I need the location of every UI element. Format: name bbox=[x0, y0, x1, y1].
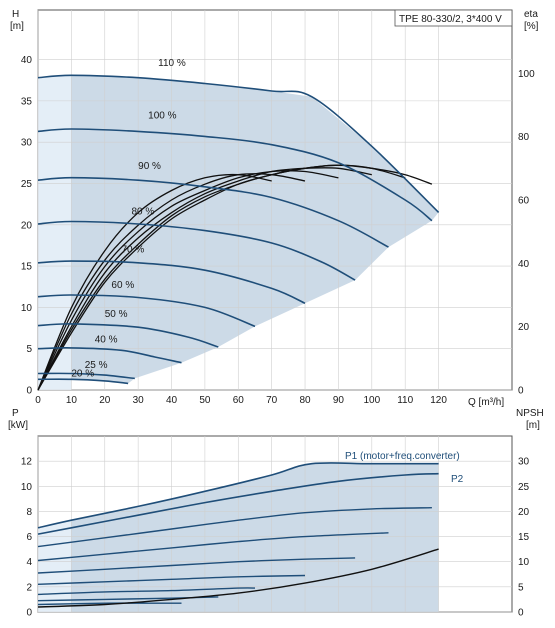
power-low-flow-area bbox=[38, 520, 72, 612]
head-curve bbox=[37, 260, 306, 305]
flow-tick-label: 50 bbox=[199, 395, 211, 406]
power-curve bbox=[37, 507, 432, 548]
power-axis-label-1: P bbox=[12, 408, 19, 419]
head-curve bbox=[37, 176, 389, 248]
head-ticks: 0 10 20 30 40 50 60 70 80 90 100 110 120 0 5 10 15 20 25 30… bbox=[21, 55, 535, 406]
npsh-tick-label: 25 bbox=[518, 482, 530, 493]
head-axis-label-2: [m] bbox=[10, 21, 24, 32]
power-tick-label: 8 bbox=[26, 507, 32, 518]
head-curve bbox=[37, 372, 135, 380]
head-curve-label: 20 % bbox=[71, 368, 94, 379]
power-curve bbox=[37, 587, 256, 596]
power-curve bbox=[37, 557, 356, 574]
flow-tick-label: 10 bbox=[66, 395, 78, 406]
power-tick-label: 12 bbox=[21, 457, 33, 468]
head-curve bbox=[37, 323, 219, 348]
eta-tick-label: 80 bbox=[518, 132, 530, 143]
head-tick-label: 0 bbox=[26, 386, 32, 397]
power-npsh-panel: 0 2 4 6 8 10 12 0 5 10 15 20 25 30 P [kW] NPSH [m] P1… bbox=[8, 408, 544, 619]
head-tick-label: 20 bbox=[21, 220, 33, 231]
head-tick-label: 35 bbox=[21, 96, 33, 107]
head-tick-label: 40 bbox=[21, 55, 33, 66]
head-efficiency-panel: 0 10 20 30 40 50 60 70 80 90 100 110 120 0 5 10 15 20 25 30… bbox=[10, 9, 539, 408]
head-tick-label: 30 bbox=[21, 138, 33, 149]
head-curve bbox=[37, 347, 182, 364]
legend-p2: P2 bbox=[451, 474, 464, 485]
head-tick-label: 5 bbox=[26, 344, 32, 355]
power-curves bbox=[37, 462, 439, 608]
flow-tick-label: 80 bbox=[299, 395, 311, 406]
head-curve-label: 50 % bbox=[105, 309, 128, 320]
flow-tick-label: 90 bbox=[333, 395, 345, 406]
head-curve bbox=[37, 128, 433, 222]
npsh-tick-label: 20 bbox=[518, 507, 530, 518]
efficiency-curve bbox=[37, 170, 339, 391]
npsh-axis-label-1: NPSH bbox=[516, 408, 544, 419]
eta-tick-label: 20 bbox=[518, 322, 530, 333]
low-flow-area bbox=[38, 75, 72, 391]
power-tick-label: 10 bbox=[21, 482, 33, 493]
head-curve-label: 60 % bbox=[111, 280, 134, 291]
head-curve bbox=[37, 378, 129, 385]
power-tick-label: 6 bbox=[26, 532, 32, 543]
flow-tick-label: 20 bbox=[99, 395, 111, 406]
head-tick-label: 10 bbox=[21, 303, 33, 314]
flow-tick-label: 40 bbox=[166, 395, 178, 406]
eta-tick-label: 40 bbox=[518, 259, 530, 270]
head-curve-label: 25 % bbox=[85, 360, 108, 371]
power-tick-label: 4 bbox=[26, 557, 32, 568]
head-curve-label: 70 % bbox=[121, 245, 144, 256]
npsh-tick-label: 0 bbox=[518, 608, 524, 619]
flow-axis-label: Q [m³/h] bbox=[468, 397, 504, 408]
flow-tick-label: 120 bbox=[430, 395, 447, 406]
power-tick-label: 0 bbox=[26, 608, 32, 619]
head-curve-label: 80 % bbox=[131, 207, 154, 218]
flow-tick-label: 110 bbox=[397, 395, 413, 406]
eta-tick-label: 0 bbox=[518, 386, 524, 397]
head-curves bbox=[37, 74, 440, 385]
head-tick-label: 15 bbox=[21, 262, 33, 273]
flow-tick-label: 30 bbox=[133, 395, 145, 406]
chart-title: TPE 80-330/2, 3*400 V bbox=[399, 14, 502, 25]
npsh-axis-label-2: [m] bbox=[526, 420, 540, 431]
head-tick-label: 25 bbox=[21, 179, 33, 190]
head-curve bbox=[37, 74, 440, 213]
flow-tick-label: 70 bbox=[266, 395, 278, 406]
npsh-curve bbox=[37, 548, 439, 608]
head-curve-label: 110 % bbox=[158, 58, 186, 69]
npsh-tick-label: 30 bbox=[518, 457, 530, 468]
head-curve-labels: 110 % 100 % 90 % 80 % 70 % 60 % 50 % 40 % 25 %20… bbox=[71, 58, 186, 380]
head-curve-label: 40 % bbox=[95, 335, 118, 346]
power-curve bbox=[37, 532, 389, 562]
eta-tick-label: 60 bbox=[518, 196, 530, 207]
power-curve bbox=[37, 574, 306, 585]
npsh-tick-label: 15 bbox=[518, 532, 530, 543]
power-axis-label-2: [kW] bbox=[8, 420, 28, 431]
power-tick-label: 2 bbox=[26, 582, 32, 593]
eta-axis-label-2: [%] bbox=[524, 21, 539, 32]
eta-tick-label: 100 bbox=[518, 69, 535, 80]
npsh-tick-label: 5 bbox=[518, 582, 524, 593]
title-box: TPE 80-330/2, 3*400 V bbox=[394, 9, 513, 27]
efficiency-curve bbox=[37, 167, 372, 391]
npsh-tick-label: 10 bbox=[518, 557, 530, 568]
flow-tick-label: 0 bbox=[35, 395, 41, 406]
head-axis-label-1: H bbox=[12, 9, 19, 20]
flow-tick-label: 100 bbox=[363, 395, 380, 406]
head-curve bbox=[37, 220, 356, 281]
head-curve-label: 100 % bbox=[148, 111, 176, 122]
power-series-curve bbox=[37, 462, 439, 529]
head-curve bbox=[37, 294, 256, 328]
efficiency-curve bbox=[37, 164, 406, 391]
head-curve-label: 90 % bbox=[138, 161, 161, 172]
efficiency-curve bbox=[37, 173, 306, 391]
flow-tick-label: 60 bbox=[233, 395, 245, 406]
eta-axis-label-1: eta bbox=[524, 9, 538, 20]
power-ticks: 0 2 4 6 8 10 12 0 5 10 15 20 25 30 bbox=[21, 457, 530, 619]
efficiency-curve bbox=[37, 173, 272, 391]
power-series-curve bbox=[37, 472, 439, 535]
legend-p1: P1 (motor+freq.converter) bbox=[345, 451, 460, 462]
efficiency-curves bbox=[37, 164, 433, 391]
